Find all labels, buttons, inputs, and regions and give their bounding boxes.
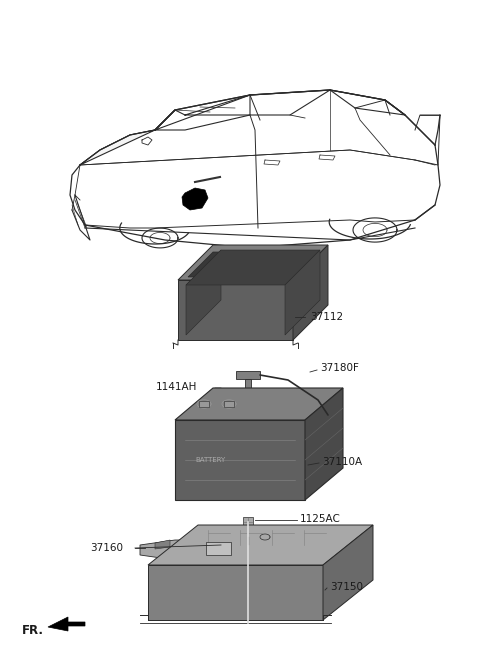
Polygon shape (148, 565, 323, 620)
Polygon shape (236, 371, 260, 379)
Polygon shape (148, 525, 373, 565)
Text: 1141AH: 1141AH (156, 382, 197, 392)
Polygon shape (245, 379, 251, 393)
Polygon shape (80, 110, 175, 165)
Polygon shape (293, 245, 328, 340)
Polygon shape (48, 617, 85, 631)
Polygon shape (206, 542, 231, 555)
Text: 37110A: 37110A (322, 457, 362, 467)
Text: BATTERY: BATTERY (195, 457, 225, 463)
Text: 37180F: 37180F (320, 363, 359, 373)
Polygon shape (175, 388, 343, 420)
Polygon shape (182, 188, 208, 210)
Polygon shape (305, 388, 343, 500)
Polygon shape (210, 388, 226, 401)
Polygon shape (155, 540, 170, 549)
Text: FR.: FR. (22, 623, 44, 637)
Polygon shape (178, 245, 328, 280)
Polygon shape (224, 401, 234, 407)
Polygon shape (323, 525, 373, 620)
Text: 37112: 37112 (310, 312, 343, 322)
Polygon shape (186, 250, 221, 335)
Polygon shape (188, 252, 308, 277)
Polygon shape (243, 517, 253, 527)
Polygon shape (285, 250, 320, 335)
Polygon shape (199, 401, 209, 407)
Polygon shape (186, 250, 320, 285)
Text: 1125AC: 1125AC (300, 514, 341, 524)
Polygon shape (140, 540, 192, 560)
Text: 37160: 37160 (90, 543, 123, 553)
Text: 37150: 37150 (330, 582, 363, 592)
Polygon shape (178, 280, 293, 340)
Polygon shape (175, 420, 305, 500)
